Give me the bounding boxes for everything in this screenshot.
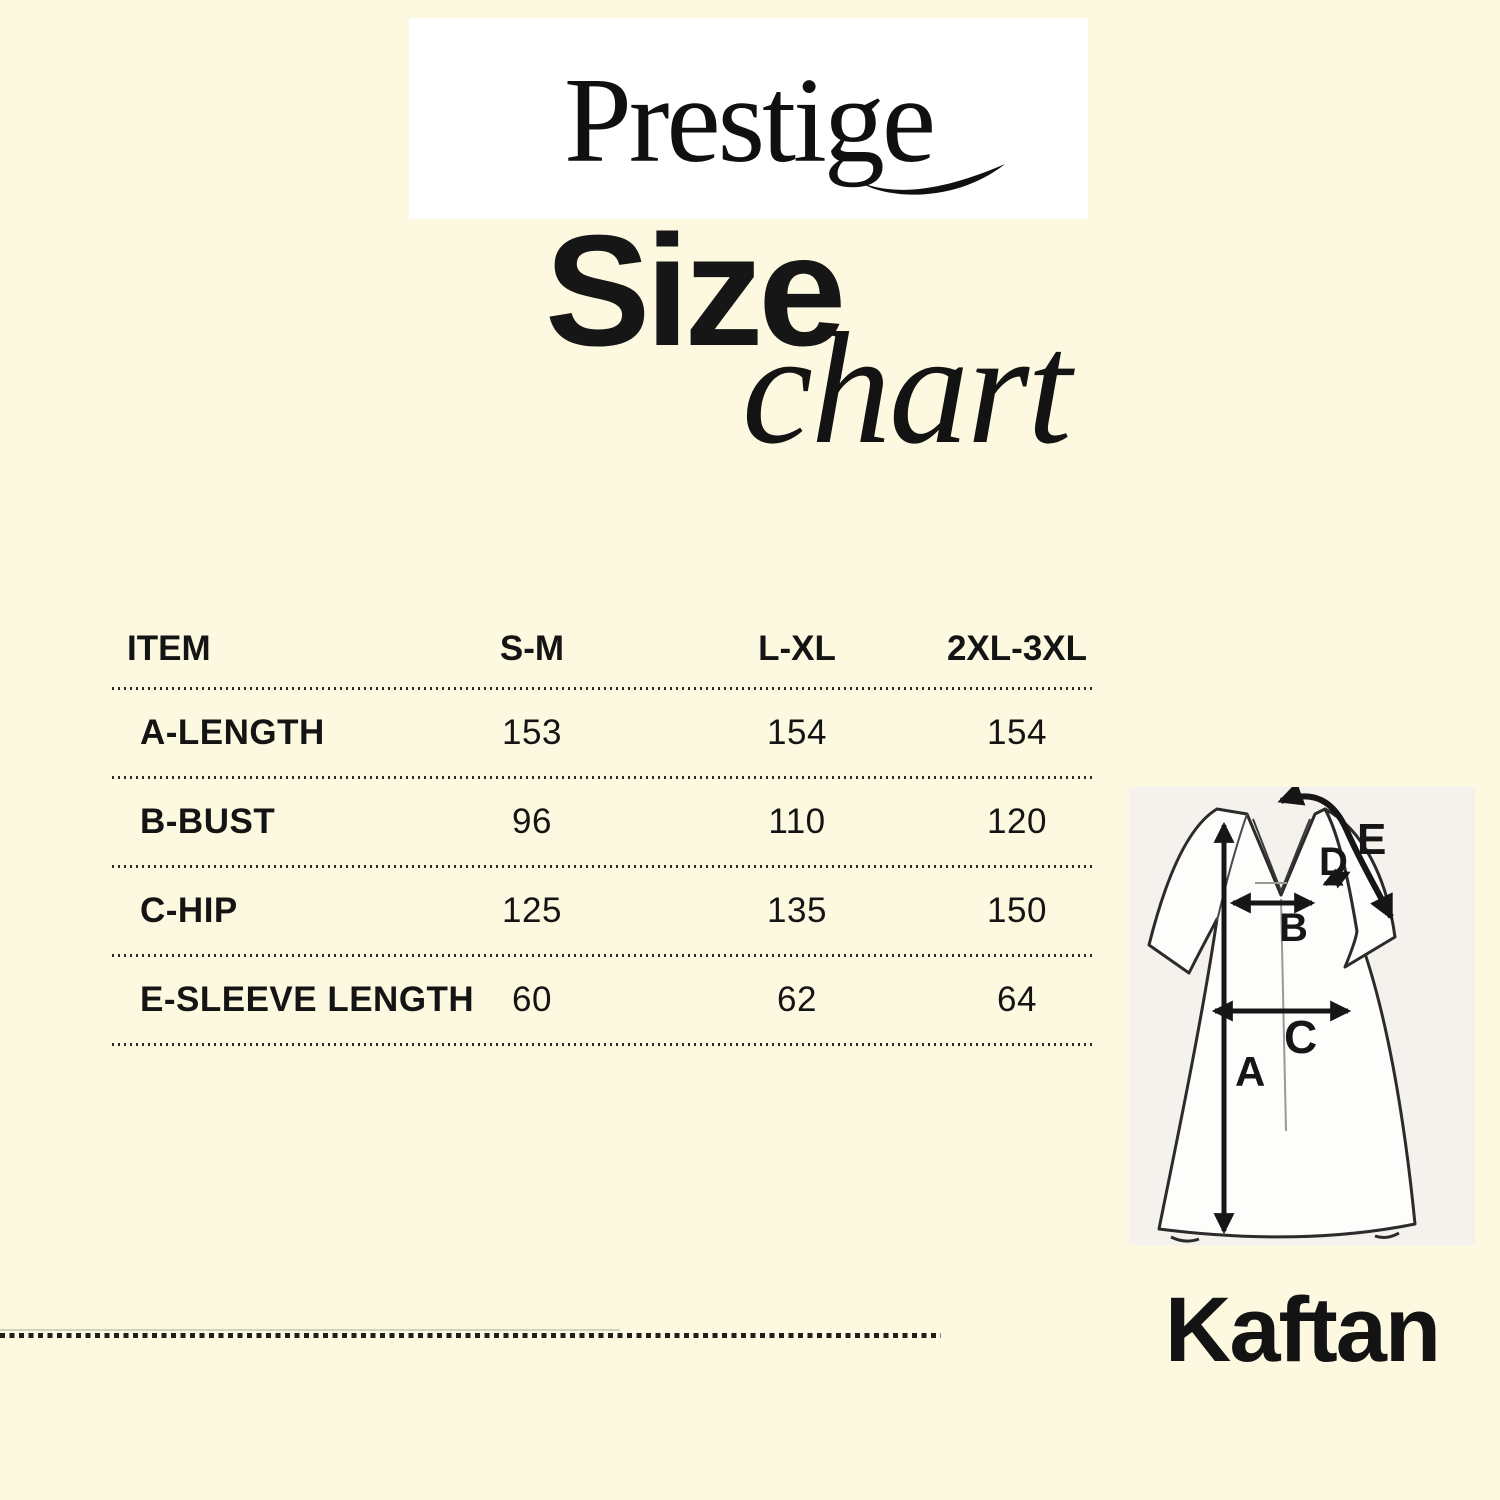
brand-logo-panel: Prestige <box>409 18 1088 219</box>
row-label: A-LENGTH <box>140 713 325 752</box>
column-header-2xl3xl: 2XL-3XL <box>946 628 1088 668</box>
page-title-main: Size <box>545 203 846 379</box>
row-divider <box>112 687 1092 690</box>
measure-label-e: E <box>1357 815 1386 864</box>
column-header-lxl: L-XL <box>758 628 836 668</box>
size-value: 150 <box>987 891 1047 930</box>
row-divider <box>112 776 1092 779</box>
table-row-hip: C-HIP 125 135 150 <box>112 868 1092 954</box>
sleeve-arrow-e <box>1277 787 1394 921</box>
row-label: B-BUST <box>140 802 276 841</box>
row-label: E-SLEEVE LENGTH <box>140 980 475 1019</box>
bottom-dashed-divider <box>0 1333 941 1338</box>
measure-label-b: B <box>1279 906 1308 950</box>
row-divider <box>112 954 1092 957</box>
size-value: 154 <box>987 713 1047 752</box>
size-value: 154 <box>767 713 827 752</box>
kaftan-measurement-diagram: A B C D E <box>1147 787 1417 1243</box>
row-label: C-HIP <box>140 891 238 930</box>
table-row-bust: B-BUST 96 110 120 <box>112 779 1092 865</box>
page-title-accent: chart <box>742 299 1072 477</box>
size-value: 120 <box>987 802 1047 841</box>
size-value: 64 <box>997 980 1037 1019</box>
column-header-item: ITEM <box>127 628 211 668</box>
table-row-length: A-LENGTH 153 154 154 <box>112 690 1092 776</box>
brand-logo: Prestige <box>563 53 936 188</box>
thin-divider <box>0 1329 620 1331</box>
kaftan-outline <box>1147 807 1417 1243</box>
size-value: 60 <box>512 980 552 1019</box>
product-name: Kaftan <box>1164 1279 1441 1381</box>
measure-label-d: D <box>1319 840 1348 884</box>
measure-label-c: C <box>1284 1011 1317 1063</box>
table-row-sleeve: E-SLEEVE LENGTH 60 62 64 <box>112 957 1092 1043</box>
size-value: 153 <box>502 713 562 752</box>
row-divider <box>112 1043 1092 1046</box>
column-header-sm: S-M <box>499 628 565 668</box>
logo-flourish-icon <box>859 164 1005 195</box>
size-value: 135 <box>767 891 827 930</box>
size-value: 125 <box>502 891 562 930</box>
size-table: ITEM S-M L-XL 2XL-3XL A-LENGTH 153 154 1… <box>112 610 1092 1046</box>
row-divider <box>112 865 1092 868</box>
size-value: 110 <box>768 802 826 841</box>
measure-label-a: A <box>1235 1048 1265 1095</box>
size-value: 62 <box>777 980 817 1019</box>
size-value: 96 <box>512 802 552 841</box>
kaftan-diagram-panel: A B C D E <box>1129 787 1475 1245</box>
table-header-row: ITEM S-M L-XL 2XL-3XL <box>112 610 1092 687</box>
